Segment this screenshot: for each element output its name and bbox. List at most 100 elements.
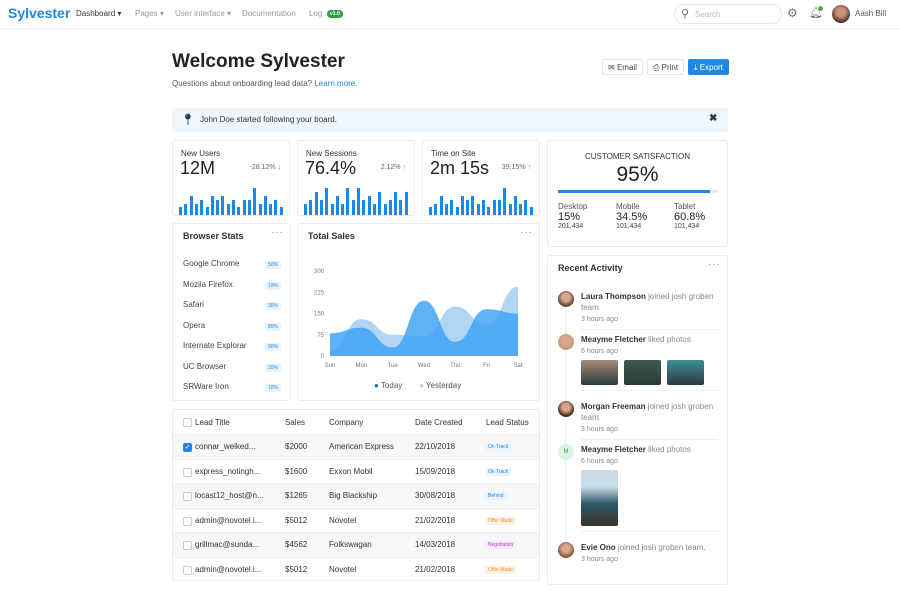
arrow-down-icon: ↓ bbox=[277, 164, 282, 171]
stat-change: 39.15% bbox=[501, 164, 526, 171]
card-title: Browser Stats bbox=[183, 231, 244, 241]
export-button[interactable]: ⤓ Export bbox=[688, 59, 729, 75]
table-row[interactable]: grillmac@sunda... $4562 Folkswagan 14/03… bbox=[173, 532, 539, 556]
user-name[interactable]: Aash Bill bbox=[855, 9, 887, 18]
stat-change: 2.12% bbox=[380, 164, 401, 171]
table-row[interactable]: ✓ connar_weiked... $2000 American Expres… bbox=[173, 434, 539, 458]
close-icon[interactable]: ✖ bbox=[709, 113, 718, 124]
sparkline-bar bbox=[399, 199, 403, 215]
row-checkbox[interactable] bbox=[183, 492, 192, 501]
x-tick-label: Thu bbox=[450, 363, 460, 369]
sparkline-bar bbox=[492, 199, 496, 215]
avatar-initial: M bbox=[558, 444, 574, 460]
activity-photo[interactable] bbox=[667, 360, 704, 385]
segment-value: 15% bbox=[558, 211, 581, 223]
browser-percent-badge: 90% bbox=[265, 343, 282, 351]
segment-count: 101,434 bbox=[616, 223, 642, 230]
segment-label: Mobile bbox=[616, 202, 640, 211]
x-tick-label: Mon bbox=[355, 363, 367, 369]
y-tick-label: 300 bbox=[314, 269, 325, 275]
table-row[interactable]: locast12_host@n... $1265 Big Blackship 3… bbox=[173, 483, 539, 507]
activity-time: 6 hours ago bbox=[581, 348, 618, 355]
divider bbox=[581, 390, 718, 391]
activity-item: M Meayme Fletcher liked photos 6 hours a… bbox=[558, 444, 718, 532]
total-sales-card: Total Sales ··· 0 75 150 225 300 Sun Mon Tue Wed… bbox=[297, 223, 540, 401]
activity-user[interactable]: Morgan Freeman bbox=[581, 402, 646, 411]
nav-dashboard[interactable]: Dashboard ▾ bbox=[76, 9, 121, 18]
sparkline-bar bbox=[346, 188, 350, 215]
nav-log[interactable]: Log bbox=[309, 9, 323, 18]
activity-photo[interactable] bbox=[581, 470, 618, 526]
nav-documentation[interactable]: Documentation bbox=[242, 9, 296, 18]
select-all-checkbox[interactable] bbox=[183, 418, 192, 427]
row-checkbox[interactable] bbox=[183, 467, 192, 477]
activity-action: liked photos bbox=[648, 445, 691, 454]
row-checkbox[interactable] bbox=[183, 565, 192, 575]
user-avatar[interactable] bbox=[832, 5, 850, 23]
activity-user[interactable]: Evie Ono bbox=[581, 543, 616, 552]
avatar bbox=[558, 334, 574, 350]
browser-name: Google Chrome bbox=[183, 259, 240, 268]
activity-user[interactable]: Meayme Fletcher bbox=[581, 335, 646, 344]
stat-card: New Sessions 76.4% 2.12% ↑ bbox=[297, 140, 415, 216]
sparkline-bar bbox=[367, 196, 371, 215]
status-badge: Behind bbox=[485, 492, 507, 500]
nav-label: User interface bbox=[175, 9, 225, 18]
activity-text: Morgan Freeman joined josh groben team. bbox=[581, 401, 718, 423]
search-icon: ⚲ bbox=[681, 8, 690, 20]
sparkline-bar bbox=[237, 207, 241, 215]
browser-name: UC Browser bbox=[183, 361, 227, 371]
activity-item: Meayme Fletcher liked photos 6 hours ago bbox=[558, 334, 718, 391]
activity-photo[interactable] bbox=[624, 360, 661, 385]
browser-name: SRWare Iron bbox=[183, 382, 229, 391]
row-checkbox[interactable] bbox=[183, 541, 192, 550]
column-header[interactable]: Sales bbox=[285, 418, 306, 427]
column-header[interactable]: Company bbox=[329, 418, 364, 427]
nav-pages[interactable]: Pages ▾ bbox=[135, 9, 164, 18]
satisfaction-segment: Mobile 34.5% 101,434 bbox=[616, 202, 647, 230]
sales: $4562 bbox=[285, 540, 308, 549]
date-created: 14/03/2018 bbox=[415, 540, 456, 549]
search-input[interactable]: ⚲ Search bbox=[674, 4, 782, 24]
browser-name: Internate Explorar bbox=[183, 341, 247, 350]
x-tick-label: Sat bbox=[513, 363, 522, 369]
print-button[interactable]: ⎙ Print bbox=[647, 59, 685, 75]
table-row[interactable]: admin@novotel.i... $5012 Novotel 21/02/2… bbox=[173, 507, 539, 532]
row-checkbox[interactable]: ✓ bbox=[183, 443, 192, 452]
nav-user-interface[interactable]: User interface ▾ bbox=[175, 9, 231, 18]
activity-photo[interactable] bbox=[581, 360, 618, 385]
activity-action: liked photos bbox=[648, 335, 691, 344]
more-icon[interactable]: ··· bbox=[271, 227, 284, 238]
legend-yesterday[interactable]: ● Yesterday bbox=[419, 381, 461, 390]
sales: $1265 bbox=[285, 491, 308, 500]
learn-more-link[interactable]: Learn more. bbox=[314, 79, 358, 88]
sparkline-bar bbox=[263, 196, 267, 215]
lead-title: connar_weiked... bbox=[195, 442, 256, 451]
nav-label: Pages bbox=[135, 9, 158, 18]
more-icon[interactable]: ··· bbox=[520, 227, 533, 238]
activity-user[interactable]: Meayme Fletcher bbox=[581, 445, 646, 454]
sparkline-bar bbox=[194, 203, 198, 215]
more-icon[interactable]: ··· bbox=[708, 259, 721, 270]
company: Novotel bbox=[329, 564, 357, 574]
sparkline-bar bbox=[471, 196, 475, 215]
gear-icon[interactable]: ⚙ bbox=[787, 6, 798, 20]
activity-user[interactable]: Laura Thompson bbox=[581, 292, 646, 301]
column-header[interactable]: Date Created bbox=[415, 418, 463, 427]
row-checkbox[interactable] bbox=[183, 516, 192, 526]
sparkline-bar bbox=[216, 199, 220, 215]
date-created: 30/08/2018 bbox=[415, 491, 456, 500]
logo[interactable]: Sylvester bbox=[8, 5, 71, 21]
column-header[interactable]: Lead Status bbox=[486, 418, 529, 427]
sparkline-bar bbox=[351, 199, 355, 215]
status-badge: Offer Made bbox=[485, 565, 516, 574]
sparkline-bar bbox=[221, 196, 225, 215]
sparkline-bar bbox=[524, 199, 528, 215]
table-row[interactable]: express_notingh... $1600 Exxon Mobil 15/… bbox=[173, 458, 539, 483]
email-button[interactable]: ✉ Email bbox=[602, 59, 643, 75]
printer-icon: ⎙ bbox=[653, 63, 660, 72]
browser-percent-badge: 50% bbox=[265, 261, 282, 269]
column-header[interactable]: Lead Title bbox=[195, 418, 230, 427]
legend-today[interactable]: ● Today bbox=[374, 381, 402, 390]
table-row[interactable]: admin@novotel.i... $5012 Novotel 21/02/2… bbox=[173, 556, 539, 581]
